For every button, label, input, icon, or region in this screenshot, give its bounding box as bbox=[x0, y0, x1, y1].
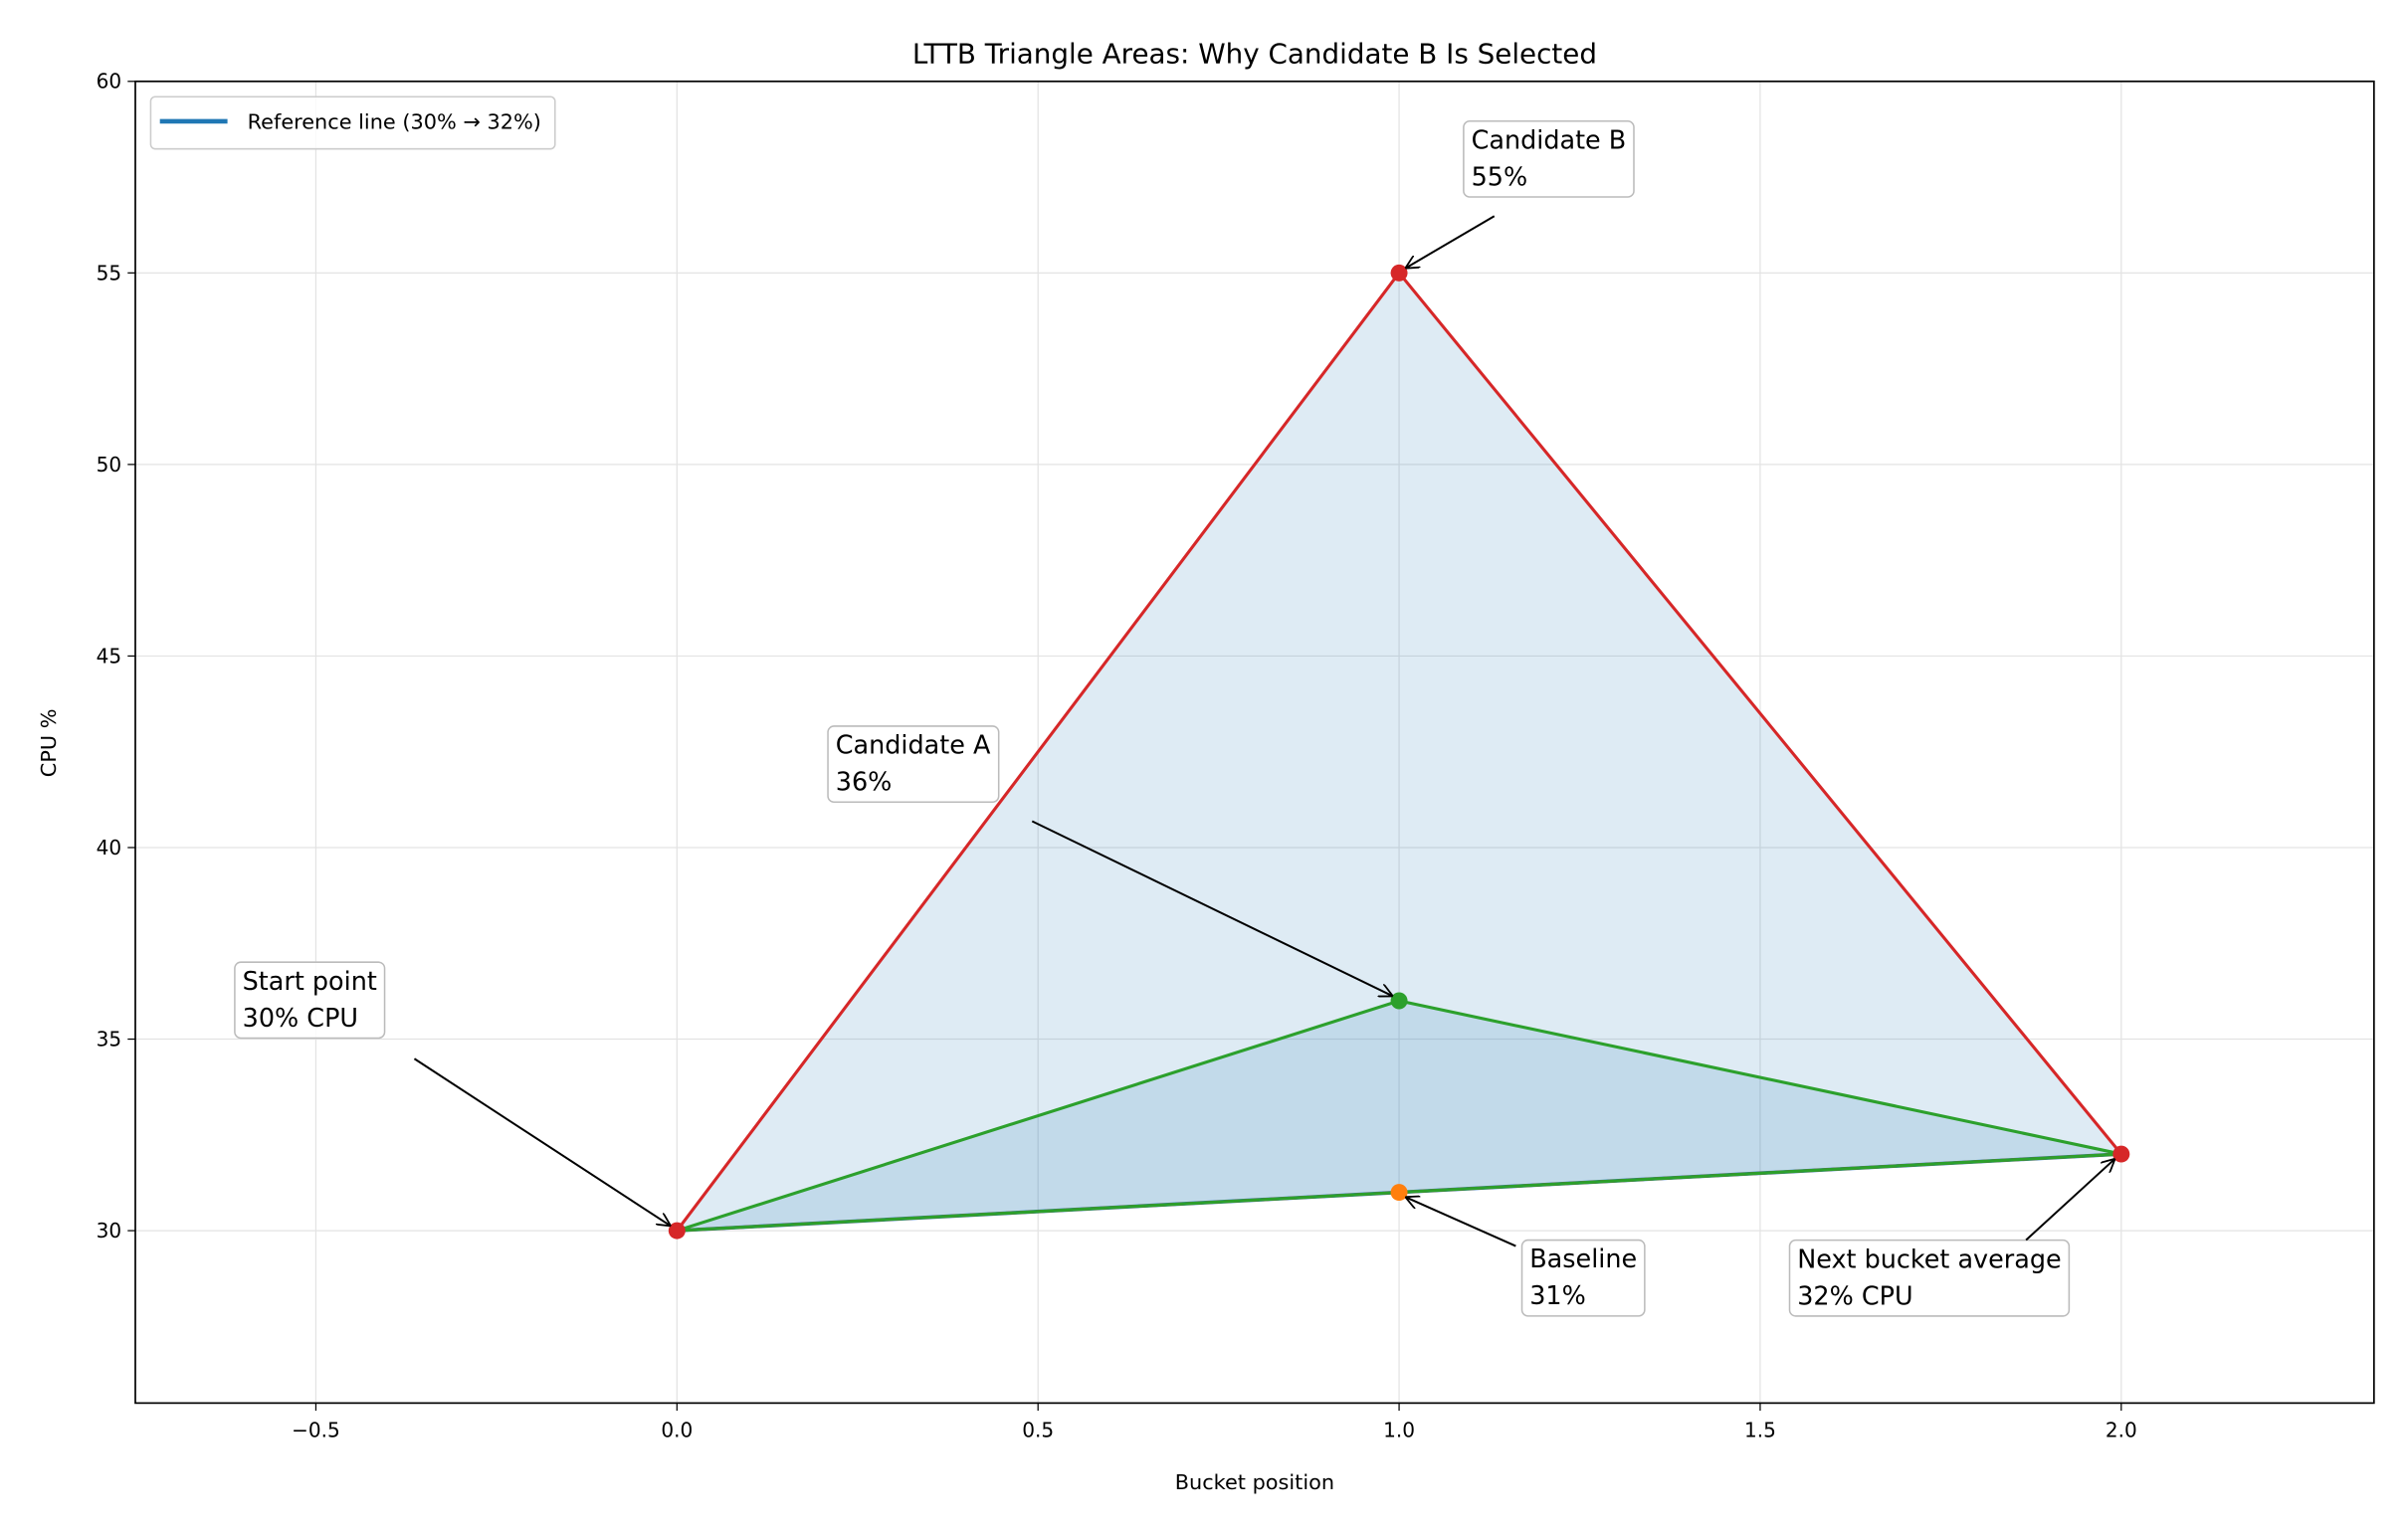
annotation: Start point 30% CPU bbox=[234, 961, 386, 1040]
chart-title: LTTB Triangle Areas: Why Candidate B Is … bbox=[912, 37, 1597, 70]
annotation-line: Start point bbox=[243, 967, 377, 997]
point bbox=[1390, 1184, 1408, 1202]
annotation-line: Baseline bbox=[1529, 1245, 1637, 1274]
annotation-line: Next bucket average bbox=[1797, 1245, 2061, 1274]
annotation: Next bucket average 32% CPU bbox=[1788, 1239, 2071, 1317]
annotation-arrow bbox=[1031, 820, 1393, 996]
annotation-line: 55% bbox=[1472, 162, 1528, 192]
y-tick-label: 50 bbox=[97, 453, 122, 477]
annotation-box bbox=[1788, 1239, 2071, 1317]
y-axis-label: CPU % bbox=[37, 708, 61, 777]
y-tick-label: 35 bbox=[97, 1027, 122, 1051]
point bbox=[2112, 1145, 2130, 1163]
point bbox=[668, 1222, 686, 1240]
annotation-line: Candidate B bbox=[1472, 125, 1627, 155]
x-tick-label: 1.5 bbox=[1744, 1418, 1776, 1441]
x-tick-label: 1.0 bbox=[1383, 1418, 1415, 1441]
annotation-text: Candidate A 36% bbox=[836, 731, 991, 798]
y-tick-label: 30 bbox=[97, 1219, 122, 1243]
legend-label: Reference line (30% → 32%) bbox=[248, 110, 541, 134]
annotation-line: 30% CPU bbox=[243, 1004, 358, 1034]
x-tick-label: 2.0 bbox=[2106, 1418, 2137, 1441]
annotation-arrow bbox=[413, 1057, 671, 1226]
annotation: Candidate B 55% bbox=[1463, 119, 1635, 198]
triangle-area bbox=[677, 1001, 2121, 1232]
y-tick-label: 60 bbox=[97, 70, 122, 94]
y-tick-label: 55 bbox=[97, 261, 122, 285]
point bbox=[1390, 264, 1408, 282]
annotation-line: 36% bbox=[836, 768, 893, 798]
annotation-box bbox=[827, 725, 1000, 804]
annotation-text: Baseline 31% bbox=[1529, 1245, 1637, 1311]
annotation-text: Candidate B 55% bbox=[1472, 125, 1627, 192]
x-tick-label: 0.5 bbox=[1022, 1418, 1054, 1441]
x-tick-label: 0.0 bbox=[661, 1418, 693, 1441]
y-tick-label: 45 bbox=[97, 644, 122, 668]
x-tick-label: −0.5 bbox=[292, 1418, 340, 1441]
annotation-box bbox=[234, 961, 386, 1040]
point bbox=[1390, 992, 1408, 1010]
x-axis-label: Bucket position bbox=[1175, 1470, 1334, 1494]
legend-box bbox=[149, 96, 556, 150]
annotation-line: 32% CPU bbox=[1797, 1281, 1912, 1311]
y-tick-label: 40 bbox=[97, 836, 122, 860]
annotation-arrow bbox=[1405, 1197, 1516, 1247]
annotation-line: Candidate A bbox=[836, 731, 991, 761]
annotation-line: 31% bbox=[1529, 1281, 1586, 1311]
annotation: Candidate A 36% bbox=[827, 725, 1000, 804]
annotation-text: Next bucket average 32% CPU bbox=[1797, 1245, 2061, 1311]
annotation-text: Start point 30% CPU bbox=[243, 967, 377, 1034]
legend: Reference line (30% → 32%) bbox=[149, 96, 556, 150]
annotation-box bbox=[1520, 1239, 1646, 1317]
plot-frame bbox=[134, 80, 2375, 1405]
triangle-area bbox=[677, 273, 2121, 1232]
annotation: Baseline 31% bbox=[1520, 1239, 1646, 1317]
annotation-arrow bbox=[1405, 215, 1496, 268]
annotation-arrow bbox=[2025, 1159, 2114, 1242]
annotation-box bbox=[1463, 119, 1635, 198]
